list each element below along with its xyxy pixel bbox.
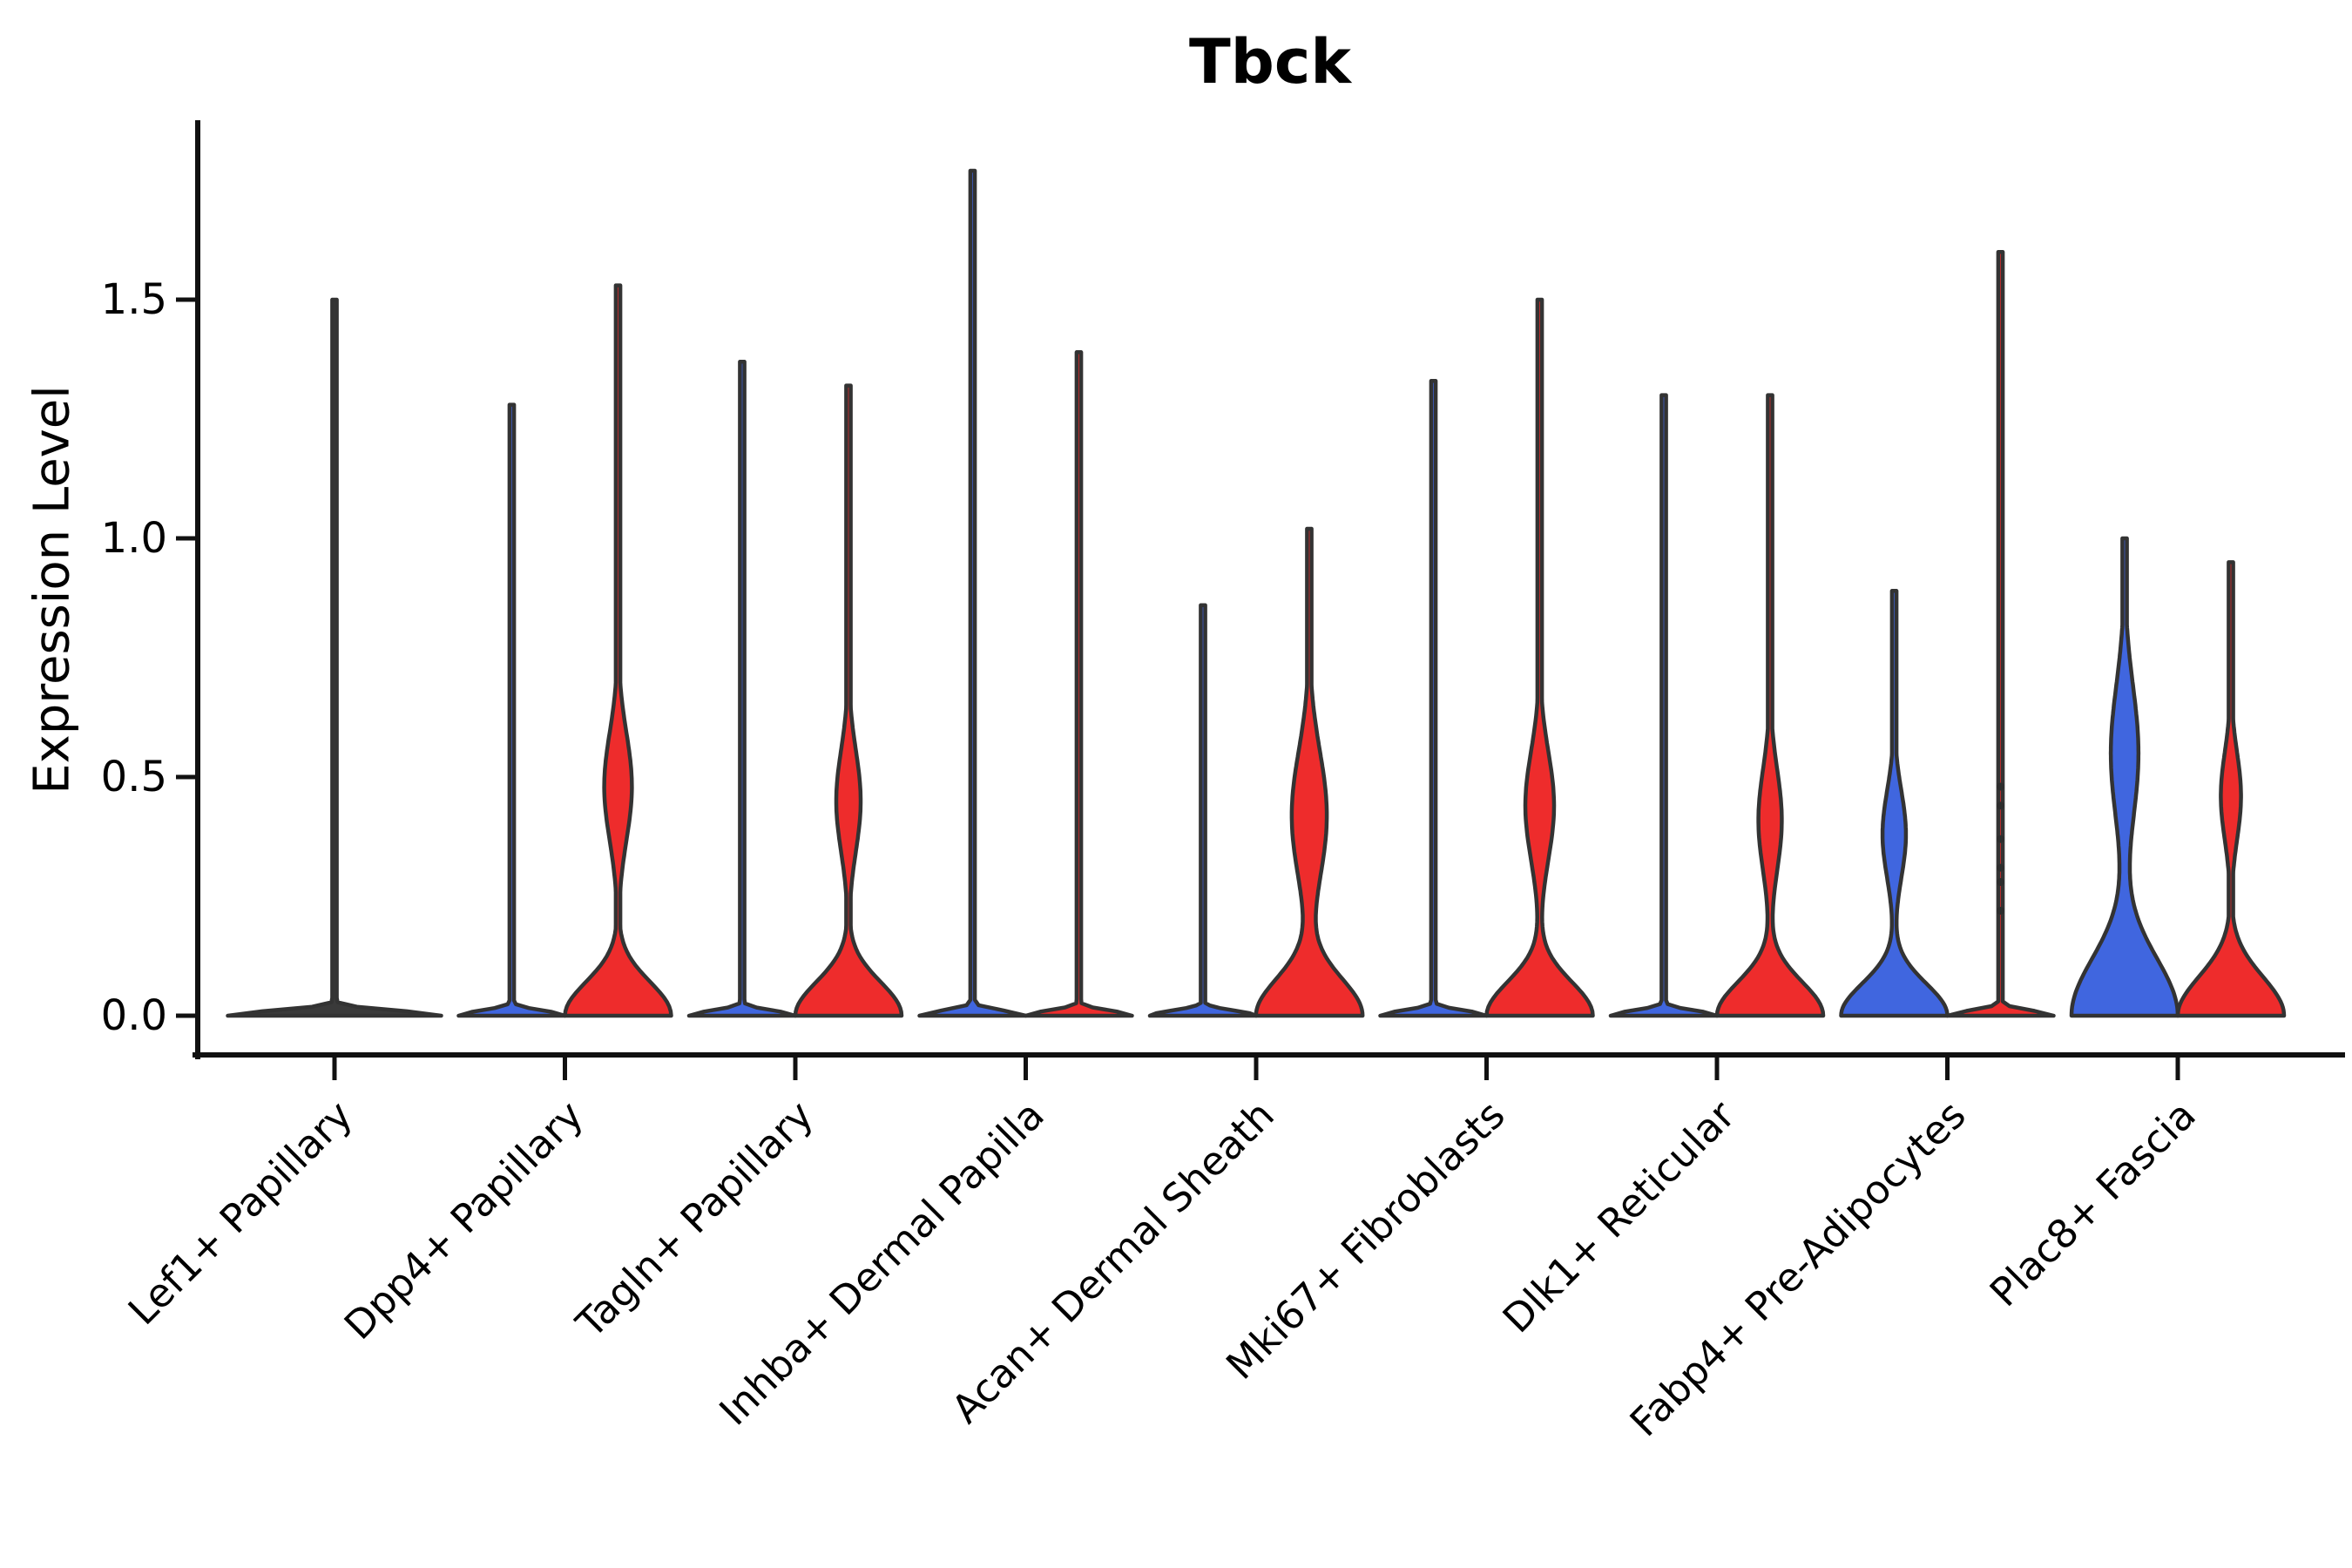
violin-plac8-fascia-left xyxy=(2069,536,2180,1018)
violin-mki67-fibroblasts-left xyxy=(1378,378,1489,1018)
violin-acan-dermal-sheath-left xyxy=(1147,603,1259,1018)
violin-dpp4-papillary-right xyxy=(563,283,673,1018)
violin-plac8-fascia-right xyxy=(2175,560,2287,1018)
x-tick-mark xyxy=(2175,1058,2180,1080)
expression-point xyxy=(1997,863,2004,872)
y-tick-label: 1.0 xyxy=(100,514,167,563)
violin-inhba-dermal-papilla-right xyxy=(1024,350,1134,1018)
x-tick-mark xyxy=(793,1058,798,1080)
x-tick-mark xyxy=(563,1058,567,1080)
violin-inhba-dermal-papilla-left xyxy=(917,168,1028,1018)
violin-fabp4-pre-adipocytes-left xyxy=(1839,589,1950,1018)
violin-mki67-fibroblasts-right xyxy=(1484,297,1595,1018)
x-tick-mark xyxy=(1024,1058,1028,1080)
violin-tagln-papillary-right xyxy=(793,383,904,1018)
violin-dlk1-reticular-right xyxy=(1714,393,1826,1018)
y-tick-label: 0.5 xyxy=(100,753,167,801)
violin-dpp4-papillary-left xyxy=(456,402,567,1018)
y-tick-mark xyxy=(176,536,195,541)
y-tick-mark xyxy=(176,1013,195,1018)
expression-point xyxy=(1997,906,2004,915)
x-tick-mark xyxy=(332,1058,337,1080)
y-axis-spine xyxy=(195,120,200,1059)
x-tick-mark xyxy=(1945,1058,1950,1080)
y-tick-label: 0.0 xyxy=(100,991,167,1040)
chart-title: Tbck xyxy=(1189,26,1351,98)
violin-dlk1-reticular-left xyxy=(1608,393,1720,1018)
x-tick-mark xyxy=(1484,1058,1489,1080)
violin-fabp4-pre-adipocytes-right xyxy=(1945,249,2056,1018)
expression-point xyxy=(1997,782,2004,791)
y-axis-label: Expression Level xyxy=(24,385,81,794)
violin-lef1-papillary-full xyxy=(226,297,443,1018)
x-tick-mark xyxy=(1254,1058,1259,1080)
expression-point xyxy=(1997,878,2004,887)
y-tick-mark xyxy=(176,297,195,302)
violin-tagln-papillary-left xyxy=(686,359,798,1018)
x-tick-mark xyxy=(1714,1058,1720,1080)
expression-point xyxy=(1997,801,2004,810)
x-axis-spine xyxy=(193,1052,2345,1058)
y-tick-label: 1.5 xyxy=(100,275,167,324)
expression-point xyxy=(1997,835,2004,843)
violin-acan-dermal-sheath-right xyxy=(1254,526,1365,1018)
y-tick-mark xyxy=(176,774,195,780)
